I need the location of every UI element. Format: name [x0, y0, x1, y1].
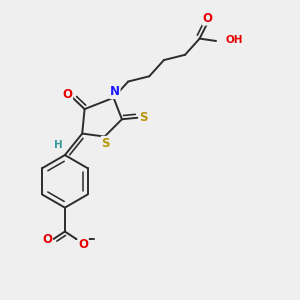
Text: O: O [78, 238, 88, 250]
Text: H: H [54, 140, 63, 150]
Text: OH: OH [225, 35, 242, 45]
Text: S: S [102, 136, 110, 150]
Text: N: N [110, 85, 120, 98]
Text: O: O [62, 88, 72, 101]
Text: O: O [42, 233, 52, 246]
Text: O: O [203, 12, 213, 25]
Text: S: S [139, 111, 148, 124]
